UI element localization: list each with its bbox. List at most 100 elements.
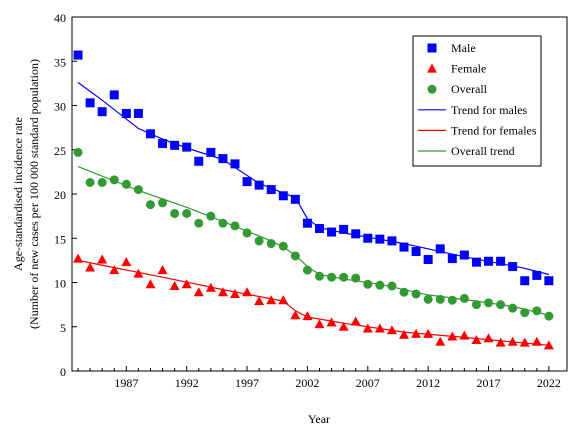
y-tick-label: 35 — [54, 55, 66, 69]
data-point-male — [375, 234, 385, 244]
legend-label: Female — [451, 62, 486, 76]
data-point-male — [447, 254, 457, 264]
data-point-overall — [290, 251, 300, 261]
data-point-male — [544, 276, 554, 286]
data-point-male — [145, 129, 155, 139]
data-point-female — [169, 281, 180, 291]
data-point-overall — [145, 200, 155, 210]
data-point-overall — [254, 236, 264, 246]
data-point-male — [496, 256, 506, 266]
x-tick-label: 1987 — [114, 376, 138, 390]
data-point-overall — [109, 175, 119, 185]
data-point-female — [278, 295, 289, 305]
data-point-overall — [170, 208, 180, 218]
data-point-male — [158, 139, 168, 149]
x-tick-label: 1997 — [235, 376, 259, 390]
data-point-male — [302, 218, 312, 228]
y-tick-label: 25 — [54, 144, 66, 158]
data-point-female — [242, 287, 253, 297]
data-point-female — [326, 317, 337, 327]
data-point-female — [193, 287, 204, 297]
data-point-overall — [97, 177, 107, 187]
data-point-female — [519, 337, 530, 347]
y-tick-label: 40 — [54, 11, 66, 25]
data-point-overall — [484, 298, 494, 308]
data-point-female — [362, 323, 373, 333]
data-point-female — [543, 340, 554, 350]
data-point-male — [254, 180, 264, 190]
data-point-overall — [387, 281, 397, 291]
data-point-female — [374, 323, 385, 333]
legend-label: Trend for females — [451, 123, 537, 137]
y-tick-label: 5 — [60, 321, 66, 335]
legend-label: Trend for males — [451, 103, 528, 117]
data-point-male — [532, 270, 542, 280]
data-point-female — [314, 319, 325, 329]
data-point-overall — [242, 228, 252, 238]
data-point-male — [121, 108, 131, 118]
data-point-overall — [218, 218, 228, 228]
x-tick-label: 2007 — [356, 376, 380, 390]
data-point-overall — [327, 272, 337, 282]
data-point-overall — [471, 300, 481, 310]
data-point-male — [182, 142, 192, 152]
data-point-male — [73, 50, 83, 60]
data-point-female — [205, 282, 216, 292]
data-point-male — [230, 159, 240, 169]
data-point-female — [97, 254, 108, 264]
data-point-male — [315, 224, 324, 234]
data-point-male — [471, 257, 481, 267]
data-point-overall — [496, 300, 506, 310]
x-tick-label: 1992 — [175, 376, 199, 390]
y-axis: 0 5 10 15 20 25 30 35 40 — [54, 11, 77, 379]
data-point-male — [508, 262, 518, 272]
data-point-female — [350, 316, 361, 326]
data-point-female — [471, 335, 482, 345]
legend-box — [412, 35, 542, 167]
data-point-overall — [339, 272, 349, 282]
data-point-overall — [447, 295, 457, 305]
data-point-female — [266, 295, 277, 305]
data-point-female — [302, 311, 313, 321]
data-point-male — [339, 224, 349, 234]
data-point-overall — [363, 279, 373, 289]
y-axis-label-line1: Age-standardised incidence rate — [11, 117, 25, 271]
data-point-overall — [133, 185, 143, 195]
data-point-overall — [459, 293, 469, 303]
data-point-female — [423, 328, 434, 338]
data-point-male — [206, 147, 216, 157]
legend-marker — [427, 43, 437, 53]
data-points — [73, 50, 554, 350]
data-point-male — [242, 177, 252, 187]
data-point-overall — [508, 303, 518, 313]
data-point-female — [435, 336, 446, 346]
data-point-male — [363, 233, 373, 243]
legend-label: Male — [451, 41, 476, 55]
data-point-female — [109, 265, 120, 275]
data-point-overall — [158, 198, 168, 208]
data-point-overall — [73, 147, 83, 157]
data-point-female — [507, 336, 518, 346]
data-point-male — [459, 250, 469, 260]
data-point-female — [157, 265, 168, 275]
data-point-overall — [399, 287, 409, 297]
data-point-female — [399, 329, 410, 339]
data-point-overall — [544, 311, 554, 321]
data-point-male — [133, 108, 143, 118]
data-point-male — [327, 227, 337, 237]
legend-label: Overall — [451, 82, 488, 96]
legend-marker — [427, 63, 437, 73]
data-point-overall — [435, 294, 445, 304]
x-tick-label: 2012 — [416, 376, 440, 390]
data-point-male — [85, 98, 95, 108]
data-point-female — [290, 310, 301, 320]
data-point-male — [351, 229, 361, 239]
data-point-male — [170, 140, 180, 150]
legend-label: Overall trend — [451, 144, 515, 158]
data-point-male — [387, 236, 397, 246]
y-tick-label: 20 — [54, 188, 66, 202]
data-point-overall — [532, 306, 542, 316]
x-axis: 1987 1992 1997 2002 2007 2012 2017 2022 — [77, 366, 561, 390]
data-point-female — [531, 336, 542, 346]
